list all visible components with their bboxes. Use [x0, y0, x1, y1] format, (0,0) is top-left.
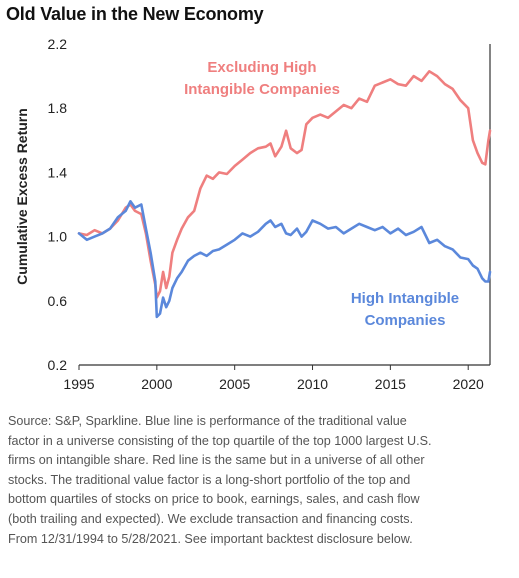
x-tick-label: 2020 — [453, 376, 484, 392]
series-line-excluding — [77, 70, 492, 299]
caption-line: Source: S&P, Sparkline. Blue line is per… — [8, 414, 407, 428]
y-tick-label: 1.4 — [48, 164, 68, 180]
chart-ticks: 1995 2000 2005 2010 2015 2020 0.2 0.6 1.0 1.4 1.8 2… — [14, 36, 484, 392]
y-tick-label: 2.2 — [48, 36, 68, 52]
y-tick-label: 1.0 — [48, 229, 68, 245]
line-chart: 1995 2000 2005 2010 2015 2020 0.2 0.6 1.0 1.4 1.8 2… — [14, 36, 492, 392]
x-tick-label: 2000 — [141, 376, 172, 392]
caption-line: stocks. The traditional value factor is … — [8, 472, 411, 487]
y-tick-label: 0.6 — [48, 293, 68, 309]
caption-line: From 12/31/1994 to 5/28/2021. See import… — [8, 531, 413, 546]
caption-line: firms on intangible share. Red line is t… — [8, 453, 425, 468]
chart-series — [77, 70, 492, 319]
caption-line: factor in a universe consisting of the t… — [8, 433, 432, 448]
annotation-excluding: Excluding High — [207, 59, 316, 76]
x-tick-label: 2005 — [219, 376, 250, 392]
caption-line: (both trailing and expected). We exclude… — [8, 511, 414, 526]
chart-annotations: Excluding High Intangible Companies High I… — [184, 59, 459, 329]
chart-title: Old Value in the New Economy — [6, 4, 264, 24]
annotation-high: Companies — [365, 312, 446, 329]
y-axis-label: Cumulative Excess Return — [14, 108, 30, 285]
source-caption: Source: S&P, Sparkline. Blue line is per… — [8, 412, 514, 549]
caption-line: bottom quartiles of stocks on price to b… — [8, 492, 420, 507]
series-line-high — [77, 200, 492, 319]
y-tick-label: 1.8 — [48, 100, 68, 116]
y-tick-label: 0.2 — [48, 357, 68, 373]
annotation-high: High Intangible — [351, 290, 459, 307]
x-tick-label: 1995 — [63, 376, 94, 392]
x-tick-label: 2015 — [375, 376, 406, 392]
chart-axes — [79, 44, 491, 366]
x-tick-label: 2010 — [297, 376, 328, 392]
annotation-excluding: Intangible Companies — [184, 81, 340, 98]
